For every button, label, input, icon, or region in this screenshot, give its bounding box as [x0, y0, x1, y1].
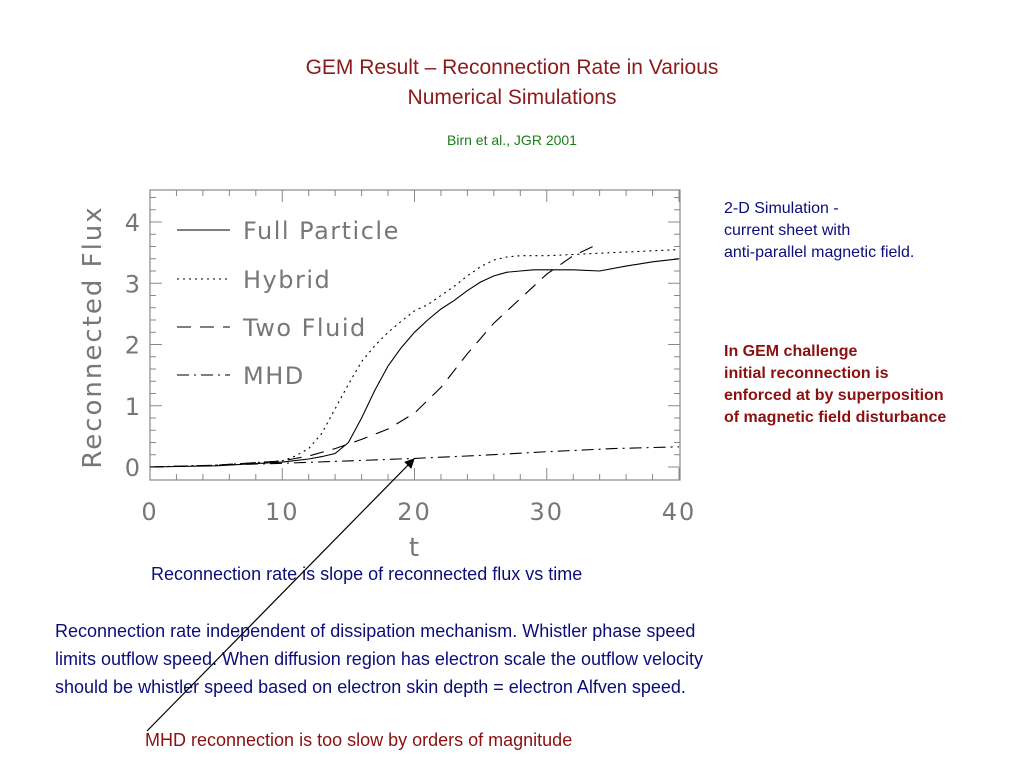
y-tick-label: 2 — [125, 332, 140, 360]
y-tick-label: 4 — [125, 209, 140, 237]
x-tick-label: 10 — [265, 498, 300, 526]
x-tick-label: 30 — [529, 498, 564, 526]
gem-note-line: In GEM challenge — [724, 343, 858, 360]
x-tick-label: 20 — [397, 498, 432, 526]
y-tick-label: 0 — [125, 454, 140, 482]
simulation-note-line: anti-parallel magnetic field. — [724, 244, 915, 261]
paragraph-line: limits outflow speed. When diffusion reg… — [55, 649, 704, 669]
gem-note-line: enforced at by superposition — [724, 387, 944, 404]
y-axis-label: Reconnected Flux — [78, 205, 108, 468]
gem-note-line: initial reconnection is — [724, 365, 889, 382]
simulation-note-line: 2-D Simulation - — [724, 200, 839, 217]
slope-caption: Reconnection rate is slope of reconnecte… — [151, 564, 583, 584]
legend-label: MHD — [243, 362, 305, 390]
plot-frame — [149, 189, 681, 481]
gem-note-line: of magnetic field disturbance — [724, 409, 947, 426]
series-line-hybrid — [149, 249, 680, 468]
x-tick-label: 0 — [141, 498, 158, 526]
paragraph-line: Reconnection rate independent of dissipa… — [55, 621, 696, 641]
simulation-note: 2-D Simulation - current sheet with anti… — [724, 198, 914, 264]
citation: Birn et al., JGR 2001 — [447, 132, 577, 148]
x-tick-label: 40 — [662, 498, 697, 526]
legend-label: Hybrid — [243, 266, 331, 294]
y-tick-label: 1 — [125, 393, 140, 421]
legend-label: Two Fluid — [242, 314, 367, 342]
mhd-caption: MHD reconnection is too slow by orders o… — [145, 730, 573, 750]
simulation-note-line: current sheet with — [724, 222, 851, 239]
y-tick-label: 3 — [125, 270, 140, 298]
slide-title-line-1: GEM Result – Reconnection Rate in Variou… — [305, 56, 719, 79]
legend-label: Full Particle — [243, 217, 400, 245]
series-line-two-fluid — [149, 246, 594, 468]
paragraph-line: should be whistler speed based on electr… — [55, 677, 686, 697]
series-line-full-particle — [149, 258, 680, 468]
x-axis-label: t — [409, 533, 419, 563]
gem-challenge-note: In GEM challenge initial reconnection is… — [724, 341, 946, 429]
explanation-paragraph: Reconnection rate independent of dissipa… — [55, 617, 703, 701]
slide-title-line-2: Numerical Simulations — [407, 86, 617, 109]
